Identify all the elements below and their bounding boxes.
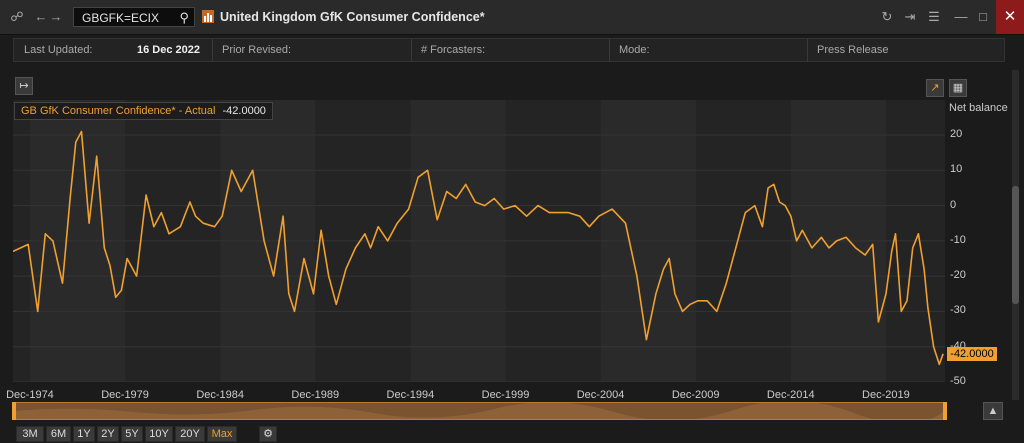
export-chart-icon[interactable]: ▲ [983,402,1003,420]
gear-icon[interactable]: ⚙ [259,426,277,442]
y-tick-label: -20 [950,269,966,282]
range-button-5y[interactable]: 5Y [121,426,143,442]
range-button-max[interactable]: Max [207,426,237,442]
maximize-icon[interactable]: □ [979,9,987,24]
info-divider [609,39,610,61]
chart-plot-area[interactable] [13,100,945,382]
x-tick-label: Dec-2009 [671,389,720,401]
legend-series-value: -42.0000 [222,105,266,117]
info-divider [212,39,213,61]
menu-icon[interactable]: ☰ [928,9,940,24]
range-button-3m[interactable]: 3M [16,426,44,442]
x-tick-label: Dec-1999 [481,389,530,401]
close-icon[interactable]: ✕ [996,0,1024,34]
y-tick-label: -10 [950,233,966,246]
y-tick-label: 20 [950,128,963,140]
last-updated-value: 16 Dec 2022 [137,44,200,56]
range-button-10y[interactable]: 10Y [145,426,173,442]
legend-series-name: GB GfK Consumer Confidence* - Actual [21,105,216,117]
x-tick-label: Dec-1989 [291,389,340,401]
x-tick-label: Dec-1974 [6,389,54,401]
last-value-badge: -42.0000 [947,347,997,361]
info-bar: Last Updated: 16 Dec 2022 Prior Revised:… [13,38,1005,62]
info-divider [411,39,412,61]
ric-input[interactable]: GBGFK=ECIX [82,11,160,25]
minimize-icon[interactable]: — [954,9,968,24]
search-icon[interactable]: ⚲ [179,10,189,25]
info-divider [807,39,808,61]
y-tick-label: 10 [950,163,963,176]
series-line [13,130,944,366]
range-button-6m[interactable]: 6M [46,426,71,442]
mode-label: Mode: [619,44,650,56]
prior-revised-label: Prior Revised: [222,44,292,56]
line-chart-view-icon[interactable]: ↗ [926,79,944,97]
x-tick-label: Dec-1979 [101,389,149,401]
chart-legend: GB GfK Consumer Confidence* - Actual -42… [14,102,273,120]
back-arrow-icon[interactable]: ← [34,9,48,24]
x-tick-label: Dec-1984 [196,389,245,401]
y-tick-label: -50 [950,375,966,387]
app-title: United Kingdom GfK Consumer Confidence* [220,10,485,24]
forecasters-label: # Forcasters: [421,44,486,56]
chart-svg [13,100,945,382]
navigator-preview [14,400,944,425]
navigator-left-handle[interactable] [12,402,16,420]
x-tick-label: Dec-1994 [386,389,435,401]
refresh-icon[interactable]: ↻ [881,9,893,24]
last-updated-label: Last Updated: [24,44,93,56]
ric-search-box[interactable]: GBGFK=ECIX ⚲ [73,7,195,27]
navigator-right-handle[interactable] [943,402,947,420]
y-tick-label: -30 [950,304,966,317]
range-button-1y[interactable]: 1Y [73,426,95,442]
y-axis-unit: Net balance [949,102,1008,114]
link-icon[interactable]: ☍ [10,9,24,24]
x-tick-label: Dec-2014 [766,389,815,401]
y-tick-label: 0 [950,198,957,211]
x-tick-label: Dec-2019 [862,389,910,401]
range-button-2y[interactable]: 2Y [97,426,119,442]
forward-arrow-icon[interactable]: → [49,9,63,24]
press-release-link[interactable]: Press Release [817,44,889,56]
range-button-20y[interactable]: 20Y [175,426,205,442]
table-view-icon[interactable]: ▦ [949,79,967,97]
app-titlebar: ☍ ← → GBGFK=ECIX ⚲ United Kingdom GfK Co… [0,0,1024,35]
x-tick-label: Dec-2004 [576,389,625,401]
time-navigator[interactable] [13,400,945,425]
share-icon[interactable]: ⇥ [904,9,916,24]
chart-app-icon [202,10,214,23]
panel-toggle-icon[interactable]: ↦ [15,77,33,95]
scrollbar-thumb[interactable] [1012,186,1019,304]
